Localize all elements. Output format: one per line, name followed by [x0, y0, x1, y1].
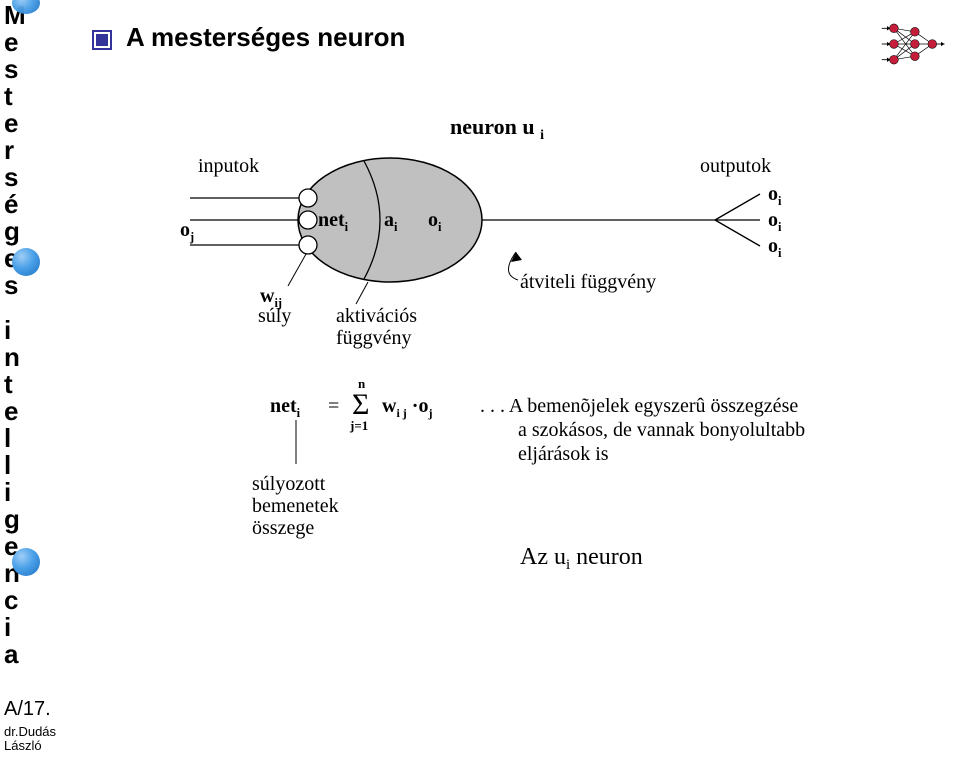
svg-text:a szokásos, de vannak bonyolul: a szokásos, de vannak bonyolultabb	[518, 419, 805, 441]
acronym-char: g	[4, 506, 26, 533]
slide-title: A mesterséges neuron	[126, 22, 405, 53]
author-label: dr.Dudás László	[4, 725, 56, 753]
acronym-char: i	[4, 479, 26, 506]
acronym-char: e	[4, 110, 26, 137]
svg-text:j=1: j=1	[349, 418, 368, 433]
acronym-char: a	[4, 641, 26, 668]
acronym-char: é	[4, 191, 26, 218]
acronym-char: i	[4, 614, 26, 641]
acronym-char: l	[4, 452, 26, 479]
svg-text:neuron u i: neuron u i	[450, 114, 544, 143]
network-icon	[880, 16, 948, 72]
author-line: László	[4, 739, 56, 753]
svg-text:neti: neti	[270, 395, 301, 420]
svg-text:neti: neti	[318, 209, 349, 234]
svg-text:függvény: függvény	[336, 327, 412, 349]
acronym-char: l	[4, 425, 26, 452]
svg-text:oi: oi	[768, 235, 782, 260]
svg-text:összege: összege	[252, 517, 314, 539]
acronym-char: c	[4, 587, 26, 614]
svg-text:oi: oi	[768, 209, 782, 234]
decorative-bead-icon	[12, 548, 40, 576]
svg-text:n: n	[358, 376, 366, 391]
svg-text:súly: súly	[258, 305, 291, 327]
acronym-char: t	[4, 371, 26, 398]
svg-text:átviteli függvény: átviteli függvény	[520, 271, 656, 293]
svg-text:wi j ·oj: wi j ·oj	[382, 395, 432, 420]
acronym-char: t	[4, 83, 26, 110]
svg-text:oi: oi	[768, 183, 782, 208]
svg-text:outputok: outputok	[700, 155, 771, 177]
svg-text:oj: oj	[180, 219, 194, 244]
acronym-char: s	[4, 164, 26, 191]
svg-text:súlyozott: súlyozott	[252, 473, 326, 495]
neuron-diagram: netiaioineuron u iinputokojwijsúlyaktivá…	[120, 90, 880, 610]
acronym-char: e	[4, 29, 26, 56]
acronym-char: g	[4, 218, 26, 245]
acronym-char: n	[4, 344, 26, 371]
svg-text:=: =	[328, 395, 339, 417]
acronym-char: r	[4, 137, 26, 164]
bullet-icon	[92, 30, 112, 50]
svg-text:. . . A bemenõjelek egyszerû: . . . A bemenõjelek egyszerû összegzése	[480, 395, 798, 417]
decorative-bead-icon	[12, 248, 40, 276]
svg-text:inputok: inputok	[198, 155, 259, 177]
author-line: dr.Dudás	[4, 725, 56, 739]
svg-text:aktivációs: aktivációs	[336, 305, 417, 327]
acronym-char: e	[4, 398, 26, 425]
svg-text:Az ui neuron: Az ui neuron	[520, 544, 643, 573]
acronym-char: s	[4, 56, 26, 83]
svg-text:bemenetek: bemenetek	[252, 495, 339, 517]
svg-text:eljárások is: eljárások is	[518, 443, 609, 465]
acronym-char: s	[4, 272, 26, 299]
svg-text:Σ: Σ	[352, 388, 369, 421]
slide-number: A/17.	[4, 698, 51, 721]
acronym-char: i	[4, 317, 26, 344]
